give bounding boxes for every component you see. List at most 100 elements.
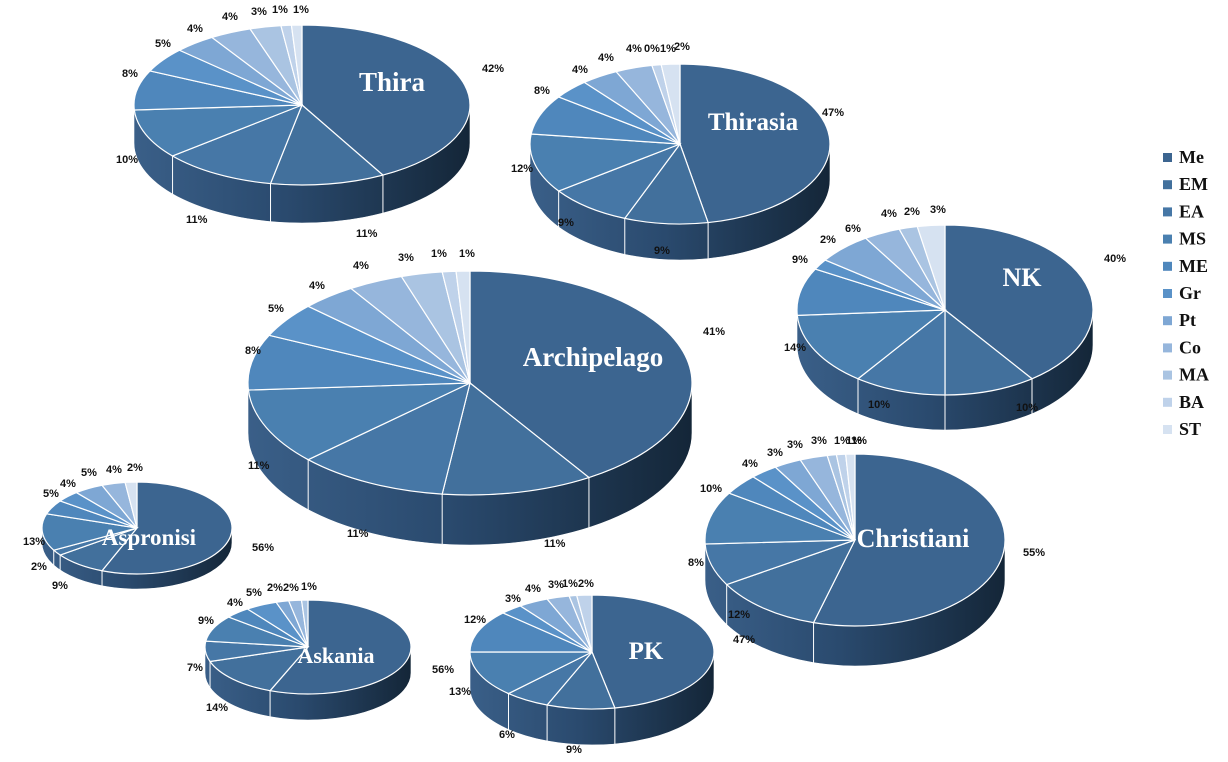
data-label-nk-st: 3%: [930, 204, 946, 216]
legend-label: Pt: [1179, 310, 1196, 330]
legend-swatch: [1163, 370, 1172, 380]
data-label-nk-gr: 2%: [820, 234, 836, 246]
pie-askania: 56%14%7%9%4%5% 2% 2% 1%Askania: [187, 581, 454, 721]
pie-slice-aspronisi-me: [100, 481, 233, 575]
pie-slice-archipelago-em: [441, 381, 591, 496]
pie-thira: 42% 11% 11% 10% 8% 5% 4% 4% 3% 1% 1% Thira: [116, 4, 504, 240]
legend-label: ME: [1179, 256, 1208, 276]
pie-slice-thira-ms: [133, 104, 303, 157]
data-label-askania-me: 4%: [227, 597, 243, 609]
data-label-pk-me: 47%: [733, 634, 755, 646]
data-label-christiani-pt: 3%: [787, 439, 803, 451]
data-label-archipelago-ba: 1%: [431, 248, 447, 260]
legend-item-ea: EA: [1163, 201, 1204, 221]
pie-slice-nk-ea: [856, 308, 946, 396]
legend-item-pt: Pt: [1163, 310, 1196, 330]
data-label-thira-ea: 11%: [186, 214, 208, 226]
data-label-nk-ea: 10%: [868, 399, 890, 411]
data-label-aspronisi-pt: 5%: [81, 467, 97, 479]
pie-slice-pk-me: [469, 612, 593, 653]
data-label-archipelago-ea: 11%: [347, 528, 369, 540]
legend-item-me: Me: [1163, 147, 1204, 167]
pie-slice-nk-st: [916, 224, 946, 311]
data-label-christiani-st: 1%: [851, 435, 867, 447]
legend-label: EA: [1179, 201, 1204, 221]
data-label-archipelago-co: 4%: [353, 260, 369, 272]
pie-slice-pk-ba: [575, 594, 593, 653]
data-label-christiani-co: 3%: [811, 435, 827, 447]
pie-slice-archipelago-me: [469, 270, 693, 479]
pie-slice-thirasia-em: [623, 142, 709, 225]
data-label-aspronisi-st: 2%: [127, 462, 143, 474]
legend-item-em: EM: [1163, 174, 1208, 194]
data-label-thira-me: 8%: [122, 68, 138, 80]
data-label-archipelago-ma: 3%: [398, 252, 414, 264]
pie-slice-thirasia-ea: [557, 142, 682, 220]
legend-item-ms: MS: [1163, 229, 1206, 249]
data-label-christiani-em: 12%: [728, 609, 750, 621]
pie-slice-archipelago-me: [247, 334, 471, 391]
pie-pk: 47%9%6%13%12%3%4% 3%1% 2%PK: [449, 578, 755, 756]
data-label-thira-st: 1%: [293, 4, 309, 16]
data-label-askania-ms: 9%: [198, 615, 214, 627]
data-label-nk-pt: 6%: [845, 223, 861, 235]
data-label-nk-ma: 2%: [904, 206, 920, 218]
data-label-thira-gr: 5%: [155, 38, 171, 50]
data-label-thirasia-ea: 9%: [558, 217, 574, 229]
data-label-thirasia-co: 4%: [626, 43, 642, 55]
data-label-askania-co: 2%: [283, 582, 299, 594]
legend-label: ST: [1179, 419, 1201, 439]
data-label-thirasia-st: 2%: [674, 41, 690, 53]
pie-slice-aspronisi-ms: [41, 513, 138, 551]
data-label-thirasia-me: 8%: [534, 85, 550, 97]
data-label-aspronisi-gr: 4%: [60, 478, 76, 490]
pie-slice-pk-me: [591, 594, 715, 709]
data-label-thirasia-ma: 0%: [644, 43, 660, 55]
legend-item-ba: BA: [1163, 392, 1204, 412]
pie-slice-christiani-em: [725, 538, 857, 624]
legend-swatch: [1163, 261, 1172, 271]
pie-slice-thira-st: [290, 24, 303, 106]
legend-swatch: [1163, 425, 1172, 434]
legend-swatch: [1163, 180, 1172, 190]
data-label-nk-ms: 14%: [784, 342, 806, 354]
legend-item-ma: MA: [1163, 365, 1209, 385]
data-label-archipelago-em: 11%: [544, 538, 566, 550]
pie-title-nk: NK: [1003, 263, 1043, 292]
data-label-pk-ba: 2%: [578, 578, 594, 590]
pie-title-pk: PK: [629, 638, 664, 665]
legend-label: Gr: [1179, 283, 1201, 303]
data-label-pk-ma: 1%: [562, 578, 578, 590]
data-label-pk-ea: 6%: [499, 729, 515, 741]
pie-thirasia: 47%9%9%12%8%4%4%4% 0% 1%2%Thirasia: [511, 41, 844, 261]
legend-swatch: [1163, 289, 1172, 298]
data-label-archipelago-me: 8%: [245, 345, 261, 357]
data-label-archipelago-pt: 4%: [309, 280, 325, 292]
data-label-pk-pt: 4%: [525, 583, 541, 595]
pie-archipelago: 41% 11% 11% 11% 8% 5% 4% 4% 3% 1% 1% Archipelago: [245, 248, 725, 550]
pie-slice-nk-em: [944, 308, 1034, 396]
legend-label: MA: [1179, 365, 1209, 385]
legend-swatch: [1163, 343, 1172, 353]
legend-label: EM: [1179, 174, 1208, 194]
pie-slice-thira-em: [269, 103, 385, 186]
legend-item-gr: Gr: [1163, 283, 1201, 303]
data-label-nk-co: 4%: [881, 208, 897, 220]
pie-slice-nk-me: [796, 268, 946, 316]
pie-title-aspronisi: Aspronisi: [102, 525, 197, 550]
pie-title-archipelago: Archipelago: [523, 342, 664, 372]
legend-swatch: [1163, 316, 1172, 326]
data-label-christiani-ms: 10%: [700, 483, 722, 495]
legend-item-st: ST: [1163, 419, 1201, 439]
legend-label: Co: [1179, 337, 1201, 357]
pie-slice-christiani-me: [812, 453, 1006, 627]
legend-label: Me: [1179, 147, 1204, 167]
legend-swatch: [1163, 397, 1172, 407]
pie-slice-thirasia-me: [679, 63, 831, 224]
data-label-askania-ma: 1%: [301, 581, 317, 593]
legend-label: MS: [1179, 229, 1206, 249]
data-label-askania-ea: 7%: [187, 662, 203, 674]
data-label-thirasia-pt: 4%: [598, 52, 614, 64]
data-label-thira-ba: 1%: [272, 4, 288, 16]
